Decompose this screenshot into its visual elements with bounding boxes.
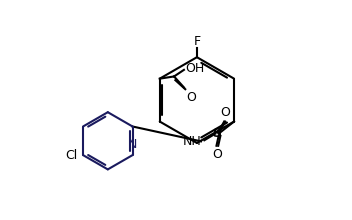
Text: OH: OH — [185, 62, 204, 75]
Text: O: O — [220, 106, 230, 119]
Text: O: O — [186, 91, 196, 104]
Text: S: S — [212, 127, 221, 140]
Text: N: N — [128, 138, 137, 151]
Text: NH: NH — [182, 135, 201, 148]
Text: F: F — [193, 35, 200, 48]
Text: Cl: Cl — [65, 148, 77, 162]
Text: O: O — [213, 148, 222, 161]
